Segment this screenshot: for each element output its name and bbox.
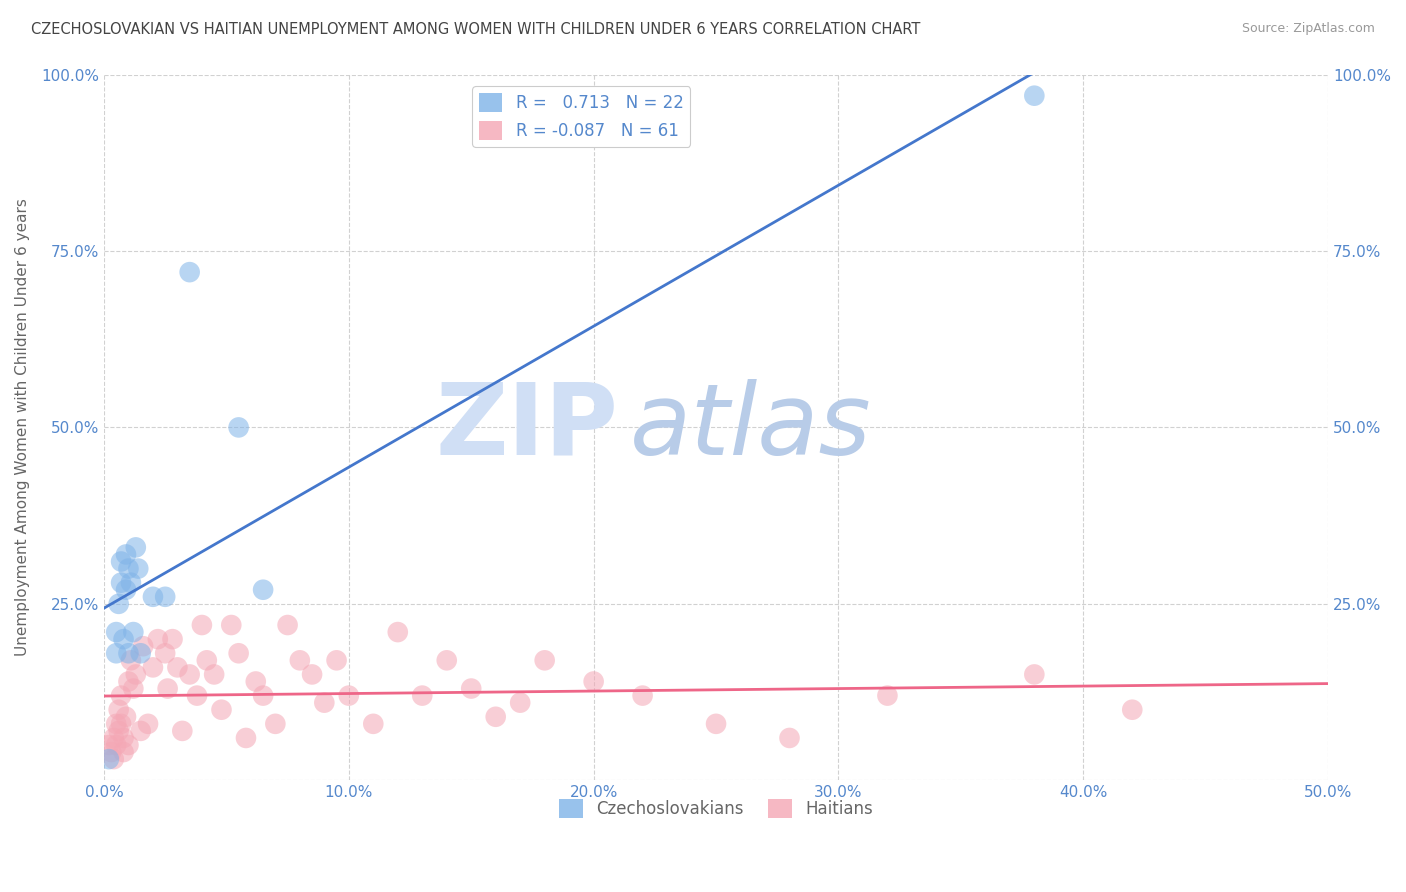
Point	[195, 653, 218, 667]
Point	[146, 632, 169, 647]
Point	[325, 653, 347, 667]
Point	[179, 265, 201, 279]
Point	[97, 738, 120, 752]
Point	[509, 696, 531, 710]
Point	[125, 541, 148, 555]
Point	[120, 653, 142, 667]
Point	[264, 716, 287, 731]
Point	[115, 548, 138, 562]
Point	[103, 731, 125, 745]
Point	[105, 625, 128, 640]
Point	[288, 653, 311, 667]
Point	[460, 681, 482, 696]
Point	[191, 618, 214, 632]
Point	[97, 752, 120, 766]
Point	[219, 618, 242, 632]
Point	[132, 639, 155, 653]
Point	[129, 723, 152, 738]
Point	[245, 674, 267, 689]
Point	[411, 689, 433, 703]
Point	[387, 625, 409, 640]
Point	[122, 681, 145, 696]
Point	[361, 716, 384, 731]
Point	[166, 660, 188, 674]
Point	[172, 723, 194, 738]
Point	[110, 716, 132, 731]
Point	[120, 575, 142, 590]
Text: CZECHOSLOVAKIAN VS HAITIAN UNEMPLOYMENT AMONG WOMEN WITH CHILDREN UNDER 6 YEARS : CZECHOSLOVAKIAN VS HAITIAN UNEMPLOYMENT …	[31, 22, 921, 37]
Point	[127, 561, 149, 575]
Point	[107, 703, 129, 717]
Point	[533, 653, 555, 667]
Point	[582, 674, 605, 689]
Point	[117, 646, 139, 660]
Point	[153, 590, 176, 604]
Point	[129, 646, 152, 660]
Point	[228, 646, 250, 660]
Point	[100, 745, 122, 759]
Point	[110, 575, 132, 590]
Point	[1121, 703, 1143, 717]
Point	[112, 632, 135, 647]
Point	[115, 710, 138, 724]
Point	[112, 731, 135, 745]
Point	[105, 646, 128, 660]
Point	[252, 582, 274, 597]
Point	[136, 716, 159, 731]
Point	[117, 561, 139, 575]
Point	[779, 731, 801, 745]
Point	[110, 554, 132, 568]
Text: Source: ZipAtlas.com: Source: ZipAtlas.com	[1241, 22, 1375, 36]
Point	[252, 689, 274, 703]
Point	[337, 689, 360, 703]
Point	[112, 745, 135, 759]
Point	[1024, 88, 1046, 103]
Text: ZIP: ZIP	[436, 379, 619, 476]
Point	[105, 738, 128, 752]
Point	[117, 674, 139, 689]
Text: atlas: atlas	[630, 379, 872, 476]
Point	[110, 689, 132, 703]
Point	[105, 716, 128, 731]
Point	[436, 653, 458, 667]
Point	[704, 716, 727, 731]
Point	[1024, 667, 1046, 681]
Point	[277, 618, 299, 632]
Point	[228, 420, 250, 434]
Point	[115, 582, 138, 597]
Point	[117, 738, 139, 752]
Point	[142, 660, 165, 674]
Point	[156, 681, 179, 696]
Point	[876, 689, 898, 703]
Point	[202, 667, 225, 681]
Y-axis label: Unemployment Among Women with Children Under 6 years: Unemployment Among Women with Children U…	[15, 199, 30, 657]
Legend: Czechoslovakians, Haitians: Czechoslovakians, Haitians	[553, 792, 880, 825]
Point	[125, 667, 148, 681]
Point	[301, 667, 323, 681]
Point	[314, 696, 336, 710]
Point	[235, 731, 257, 745]
Point	[179, 667, 201, 681]
Point	[153, 646, 176, 660]
Point	[211, 703, 233, 717]
Point	[485, 710, 508, 724]
Point	[103, 752, 125, 766]
Point	[162, 632, 184, 647]
Point	[122, 625, 145, 640]
Point	[142, 590, 165, 604]
Point	[107, 723, 129, 738]
Point	[186, 689, 208, 703]
Point	[107, 597, 129, 611]
Point	[631, 689, 654, 703]
